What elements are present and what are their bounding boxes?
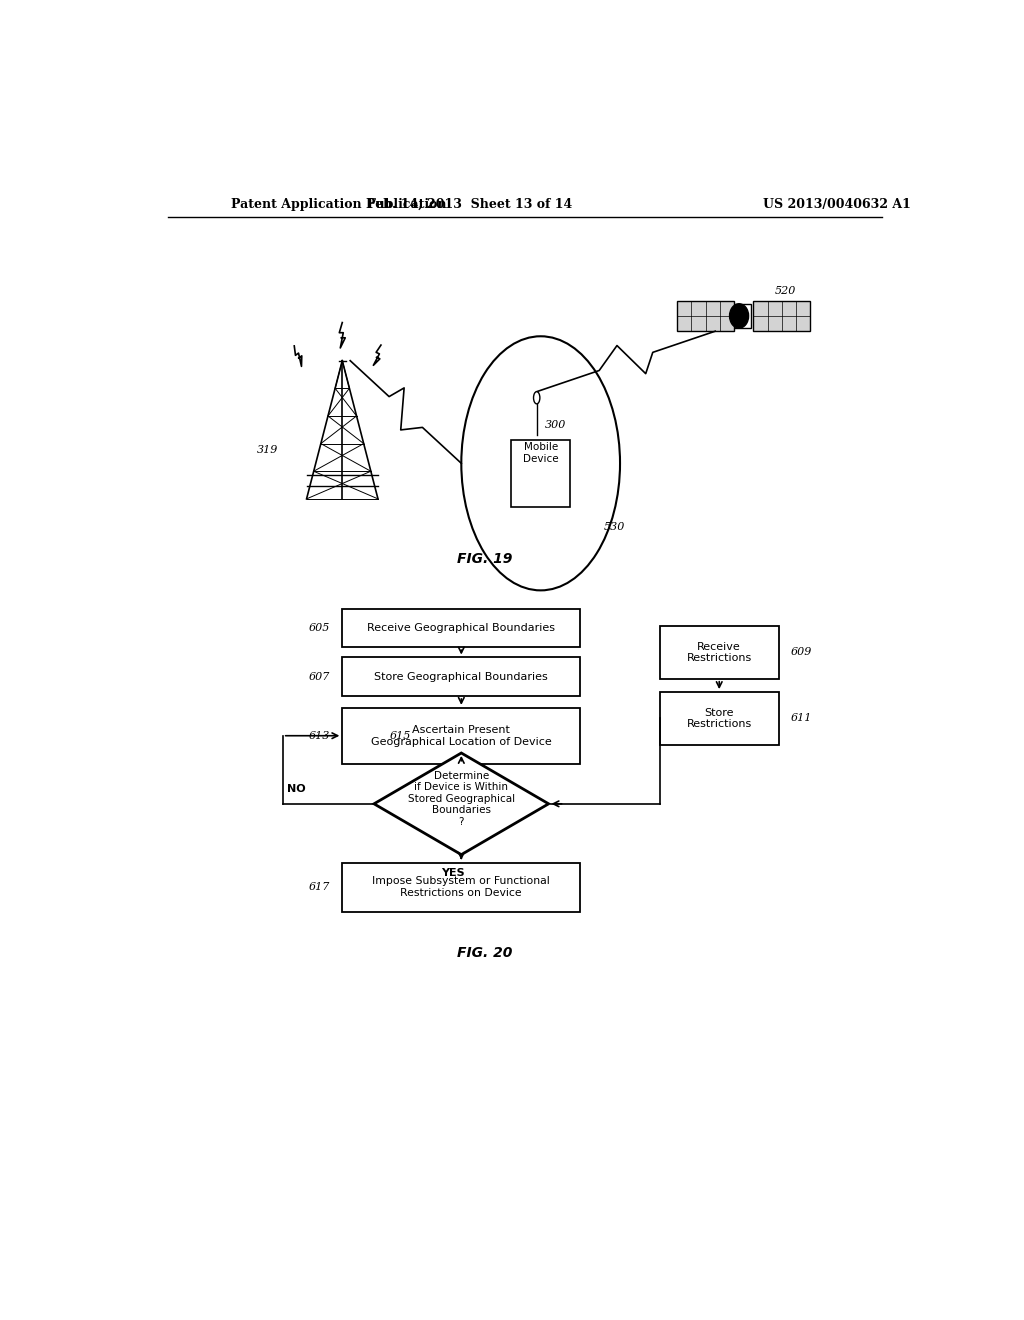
Text: YES: YES xyxy=(441,867,465,878)
Text: 615: 615 xyxy=(390,731,412,741)
Text: 607: 607 xyxy=(309,672,331,681)
FancyBboxPatch shape xyxy=(677,301,734,331)
Text: Patent Application Publication: Patent Application Publication xyxy=(231,198,446,211)
Text: 613: 613 xyxy=(309,731,331,741)
Text: Determine
if Device is Within
Stored Geographical
Boundaries
?: Determine if Device is Within Stored Geo… xyxy=(408,771,515,826)
FancyBboxPatch shape xyxy=(342,708,581,764)
Text: Feb. 14, 2013  Sheet 13 of 14: Feb. 14, 2013 Sheet 13 of 14 xyxy=(367,198,571,211)
Text: NO: NO xyxy=(287,784,305,793)
Text: 300: 300 xyxy=(545,420,566,430)
Text: Receive Geographical Boundaries: Receive Geographical Boundaries xyxy=(368,623,555,634)
Text: Mobile
Device: Mobile Device xyxy=(523,442,558,463)
Text: FIG. 20: FIG. 20 xyxy=(458,946,513,960)
Text: 530: 530 xyxy=(604,521,626,532)
FancyBboxPatch shape xyxy=(342,609,581,647)
Circle shape xyxy=(729,304,749,329)
FancyBboxPatch shape xyxy=(511,441,570,507)
FancyBboxPatch shape xyxy=(659,692,779,744)
Text: 617: 617 xyxy=(309,882,331,892)
Text: Ascertain Present
Geographical Location of Device: Ascertain Present Geographical Location … xyxy=(371,725,552,747)
Text: 605: 605 xyxy=(309,623,331,634)
Ellipse shape xyxy=(461,337,621,590)
Text: Receive
Restrictions: Receive Restrictions xyxy=(687,642,752,663)
Text: 611: 611 xyxy=(791,713,812,723)
Polygon shape xyxy=(374,752,549,854)
Text: Store
Restrictions: Store Restrictions xyxy=(687,708,752,729)
Text: US 2013/0040632 A1: US 2013/0040632 A1 xyxy=(763,198,910,211)
FancyBboxPatch shape xyxy=(342,863,581,912)
FancyBboxPatch shape xyxy=(727,304,751,329)
Text: FIG. 19: FIG. 19 xyxy=(458,552,513,566)
FancyBboxPatch shape xyxy=(659,626,779,678)
Ellipse shape xyxy=(534,392,540,404)
FancyBboxPatch shape xyxy=(342,657,581,696)
FancyBboxPatch shape xyxy=(754,301,811,331)
Text: 319: 319 xyxy=(257,445,278,455)
Text: Impose Subsystem or Functional
Restrictions on Device: Impose Subsystem or Functional Restricti… xyxy=(373,876,550,898)
Text: 520: 520 xyxy=(775,285,796,296)
Text: 609: 609 xyxy=(791,647,812,657)
Text: Store Geographical Boundaries: Store Geographical Boundaries xyxy=(375,672,548,681)
